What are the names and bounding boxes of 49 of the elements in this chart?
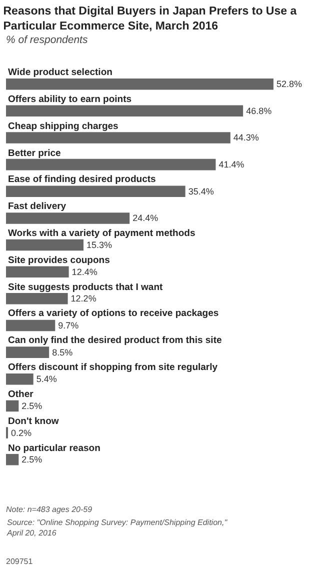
data-label: 44.3%: [233, 132, 259, 143]
data-label: 12.4%: [72, 266, 98, 277]
y-tick-label: Don't know: [8, 416, 60, 427]
y-tick-label: No particular reason: [8, 443, 101, 454]
bar: [6, 78, 274, 90]
data-label: 5.4%: [36, 374, 57, 384]
bar: [6, 212, 130, 224]
y-tick-label: Offers discount if shopping from site regularly: [8, 362, 218, 373]
data-label: 15.3%: [86, 240, 112, 250]
y-tick-label: Site suggests products that I want: [8, 282, 164, 293]
text: Note: n=483 ages 20-59: [6, 505, 93, 514]
data-label: 52.8%: [276, 79, 302, 90]
bar: [6, 186, 186, 198]
y-tick-label: Site provides coupons: [8, 255, 110, 266]
bar: [6, 239, 84, 251]
text: 209751: [6, 557, 34, 566]
y-tick-label: Ease of finding desired products: [8, 174, 156, 185]
bar: [6, 105, 244, 117]
y-tick-label: Cheap shipping charges: [8, 121, 118, 132]
data-label: 24.4%: [132, 213, 158, 224]
y-tick-label: Wide product selection: [8, 67, 113, 78]
data-label: 12.2%: [70, 294, 96, 304]
bar: [6, 320, 56, 332]
y-tick-label: Can only find the desired product from this site: [8, 335, 222, 346]
y-tick-label: Offers a variety of options to receive packages: [8, 308, 219, 319]
data-label: 9.7%: [58, 320, 79, 330]
chart-title: Reasons that Digital Buyers in Japan Prefers to Use a Particular Ecommerce Site, March 2016: [3, 5, 298, 32]
data-label: 46.8%: [246, 106, 272, 116]
data-label: 8.5%: [52, 347, 73, 358]
y-tick-label: Offers ability to earn points: [8, 94, 132, 105]
bar: [6, 373, 34, 385]
data-label: 35.4%: [188, 186, 214, 196]
y-tick-label: Works with a variety of payment methods: [8, 228, 196, 239]
y-tick-label: Other: [8, 389, 34, 400]
data-label: 0.2%: [11, 428, 32, 438]
data-label: 41.4%: [218, 160, 244, 170]
bar: [6, 132, 230, 144]
bar: [6, 266, 69, 278]
bar: [6, 158, 216, 170]
bar: [6, 293, 68, 304]
y-tick-label: Fast delivery: [8, 201, 67, 212]
bar: [6, 346, 50, 358]
source-note: Source: "Online Shopping Survey: Payment/Shipping Edition," April 20, 2016: [6, 518, 228, 538]
y-tick-label: Better price: [8, 148, 61, 159]
bar: [6, 454, 19, 466]
bar: [6, 400, 19, 412]
data-label: 2.5%: [22, 454, 42, 465]
data-label: 2.5%: [22, 400, 42, 411]
chart-subtitle: % of respondents: [6, 34, 88, 46]
